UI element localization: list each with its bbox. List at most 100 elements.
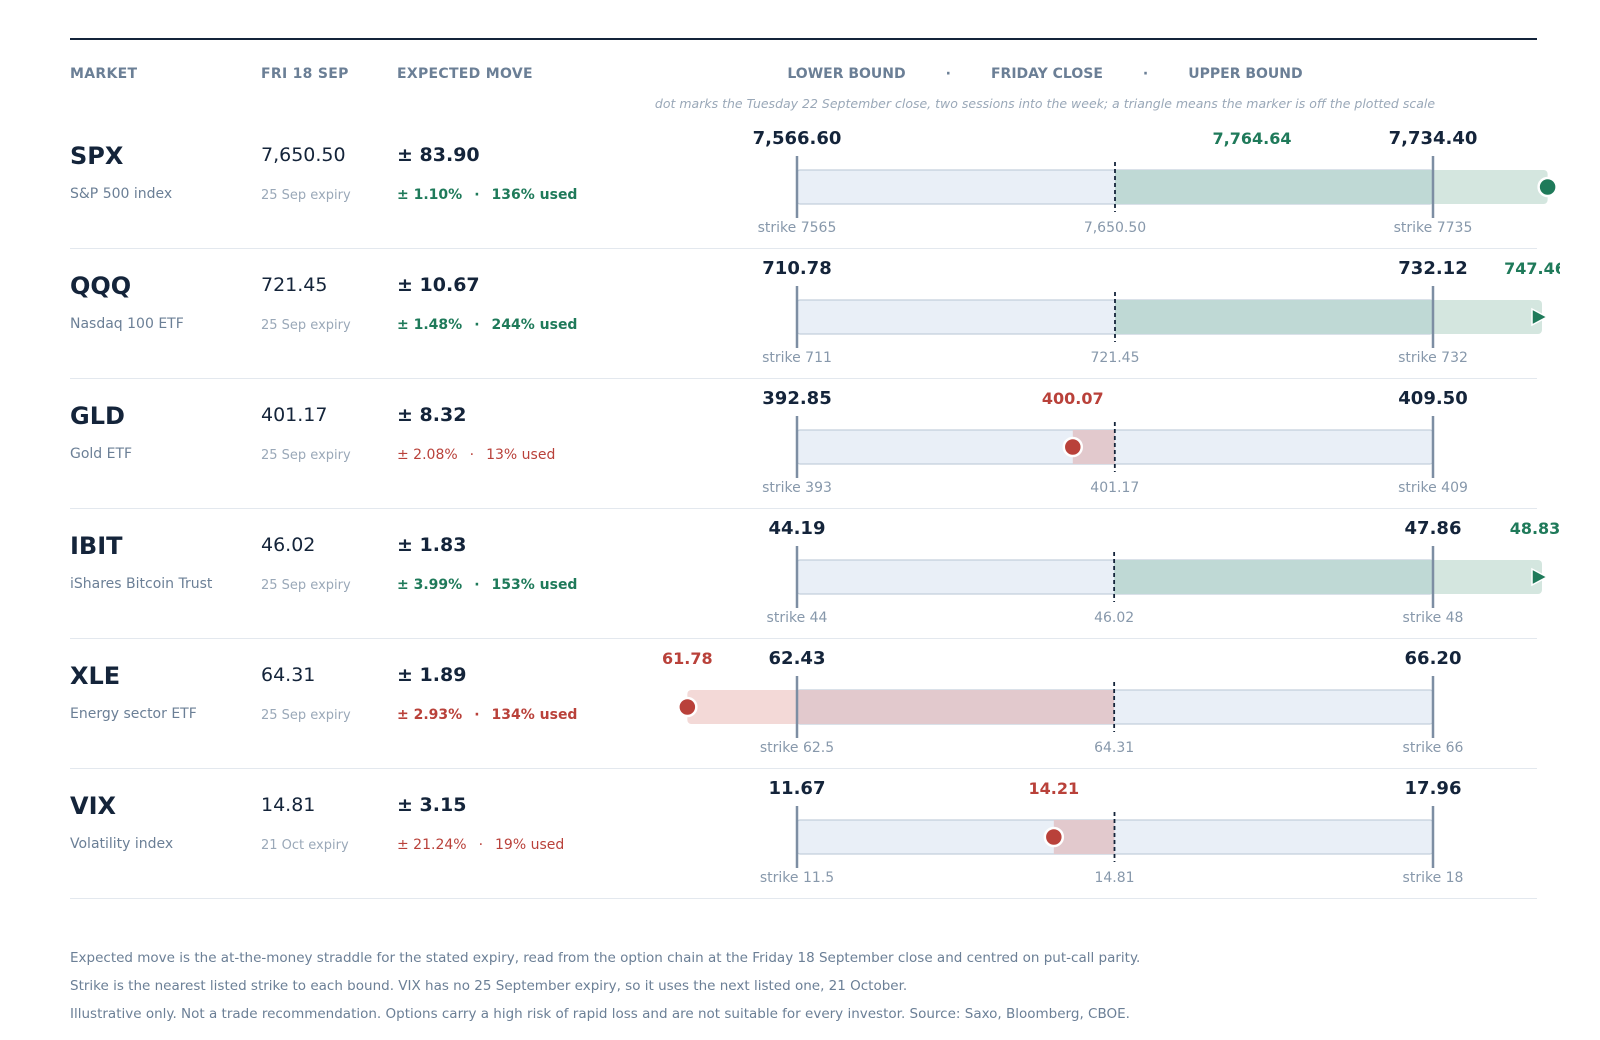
- lower-strike-label: strike 393: [762, 480, 832, 496]
- header-lower-bound: LOWER BOUND: [787, 66, 906, 82]
- lower-bound-label: 44.19: [769, 518, 826, 539]
- tuesday-close-label: 14.21: [1029, 779, 1080, 798]
- header-date: FRI 18 SEP: [261, 66, 349, 82]
- tuesday-close-label: 48.83: [1510, 519, 1560, 538]
- move-percent: ± 2.08%: [397, 447, 458, 463]
- move-percent: ± 3.99%: [397, 577, 463, 593]
- tuesday-close-marker: [1043, 826, 1065, 848]
- friday-close-price: 46.02: [261, 534, 316, 556]
- range-chart: 62.43 66.20 61.78 strike 62.5 64.31 strike 66: [662, 648, 1464, 756]
- move-fill: [1114, 560, 1433, 594]
- expected-move: ± 83.90: [397, 144, 480, 166]
- friday-close-price: 401.17: [261, 404, 328, 426]
- lower-strike-label: strike 11.5: [760, 870, 834, 886]
- lower-bound-label: 710.78: [762, 258, 831, 279]
- move-percent-used: ± 2.93% · 134% used: [397, 707, 577, 723]
- move-percent: ± 1.10%: [397, 187, 463, 203]
- overflow-band: [1429, 300, 1542, 334]
- lower-strike-label: strike 44: [767, 610, 828, 626]
- instrument-name: S&P 500 index: [70, 186, 173, 202]
- lower-strike-label: strike 62.5: [760, 740, 834, 756]
- percent-used: 134% used: [491, 707, 578, 723]
- upper-strike-label: strike 66: [1403, 740, 1464, 756]
- ticker: XLE: [70, 662, 121, 690]
- tuesday-close-marker: [1537, 176, 1558, 198]
- percent-used: 13% used: [486, 447, 556, 463]
- range-chart: 7,566.60 7,734.40 7,764.64 strike 7565 7,650…: [753, 128, 1558, 236]
- move-percent: ± 1.48%: [397, 317, 463, 333]
- move-percent: ± 2.93%: [397, 707, 463, 723]
- ticker: GLD: [70, 402, 125, 430]
- separator-dot: ·: [474, 317, 480, 333]
- lower-strike-label: strike 711: [762, 350, 832, 366]
- header-friday-close: FRIDAY CLOSE: [990, 66, 1103, 82]
- friday-close-price: 64.31: [261, 664, 316, 686]
- move-percent-used: ± 1.48% · 244% used: [397, 317, 577, 333]
- range-chart: 392.85 409.50 400.07 strike 393 401.17 strike…: [762, 388, 1468, 496]
- instrument-name: Energy sector ETF: [70, 706, 197, 722]
- off-scale-triangle-marker: [1531, 567, 1549, 587]
- percent-used: 153% used: [491, 577, 578, 593]
- lower-bound-label: 62.43: [769, 648, 826, 669]
- expected-move: ± 3.15: [397, 794, 467, 816]
- tuesday-close-label: 7,764.64: [1213, 129, 1292, 148]
- upper-bound-label: 66.20: [1405, 648, 1462, 669]
- lower-strike-label: strike 7565: [758, 220, 837, 236]
- expiry: 25 Sep expiry: [261, 318, 351, 333]
- header-bounds: LOWER BOUND · FRIDAY CLOSE · UPPER BOUND: [600, 66, 1490, 82]
- upper-bound-label: 17.96: [1405, 778, 1462, 799]
- upper-strike-label: strike 409: [1398, 480, 1468, 496]
- upper-strike-label: strike 18: [1403, 870, 1464, 886]
- overflow-band: [687, 690, 801, 724]
- upper-bound-label: 732.12: [1398, 258, 1467, 279]
- move-percent-used: ± 21.24% · 19% used: [397, 837, 564, 853]
- lower-bound-label: 11.67: [769, 778, 826, 799]
- separator-dot: ·: [478, 837, 484, 853]
- expected-move: ± 1.83: [397, 534, 467, 556]
- move-fill: [1115, 170, 1433, 204]
- friday-close-label: 721.45: [1091, 350, 1140, 366]
- percent-used: 244% used: [491, 317, 578, 333]
- move-fill: [1115, 300, 1433, 334]
- expected-move: ± 8.32: [397, 404, 467, 426]
- move-fill: [797, 690, 1115, 724]
- upper-bound-label: 409.50: [1398, 388, 1467, 409]
- upper-bound-label: 7,734.40: [1389, 128, 1478, 149]
- tuesday-close-label: 400.07: [1042, 389, 1104, 408]
- upper-strike-label: strike 7735: [1394, 220, 1473, 236]
- move-percent: ± 21.24%: [397, 837, 467, 853]
- footnote-3: Illustrative only. Not a trade recommend…: [70, 1006, 1130, 1022]
- friday-close-price: 14.81: [261, 794, 316, 816]
- lower-bound-label: 7,566.60: [753, 128, 842, 149]
- instrument-name: Nasdaq 100 ETF: [70, 316, 184, 332]
- ticker: VIX: [70, 792, 117, 820]
- expected-move: ± 1.89: [397, 664, 467, 686]
- table-row: XLE Energy sector ETF 64.31 25 Sep expiry ± …: [70, 638, 1537, 769]
- friday-close-label: 7,650.50: [1084, 220, 1146, 236]
- upper-bound-label: 47.86: [1405, 518, 1462, 539]
- expected-move: ± 10.67: [397, 274, 480, 296]
- range-chart: 710.78 732.12 747.46 strike 711 721.45 strike…: [762, 258, 1560, 366]
- footnote-1: Expected move is the at-the-money stradd…: [70, 950, 1141, 966]
- friday-close-label: 64.31: [1094, 740, 1134, 756]
- expiry: 21 Oct expiry: [261, 838, 349, 853]
- friday-close-price: 721.45: [261, 274, 328, 296]
- separator-dot: ·: [474, 707, 480, 723]
- move-percent-used: ± 1.10% · 136% used: [397, 187, 577, 203]
- table-row: SPX S&P 500 index 7,650.50 25 Sep expiry ± 8…: [70, 118, 1558, 249]
- tuesday-close-marker: [677, 696, 698, 718]
- overflow-band: [1429, 560, 1542, 594]
- expiry: 25 Sep expiry: [261, 448, 351, 463]
- chart-note: dot marks the Tuesday 22 September close…: [654, 96, 1436, 111]
- move-percent-used: ± 2.08% · 13% used: [397, 447, 555, 463]
- expiry: 25 Sep expiry: [261, 578, 351, 593]
- move-percent-used: ± 3.99% · 153% used: [397, 577, 577, 593]
- separator-dot: ·: [469, 447, 475, 463]
- table-row: GLD Gold ETF 401.17 25 Sep expiry ± 8.32 ± 2.…: [70, 378, 1537, 509]
- footnote-2: Strike is the nearest listed strike to e…: [70, 978, 908, 994]
- instrument-name: Gold ETF: [70, 446, 133, 462]
- header-upper-bound: UPPER BOUND: [1188, 66, 1303, 82]
- table-row: QQQ Nasdaq 100 ETF 721.45 25 Sep expiry ± 10…: [70, 248, 1560, 379]
- tuesday-close-marker: [1062, 436, 1084, 458]
- percent-used: 19% used: [495, 837, 565, 853]
